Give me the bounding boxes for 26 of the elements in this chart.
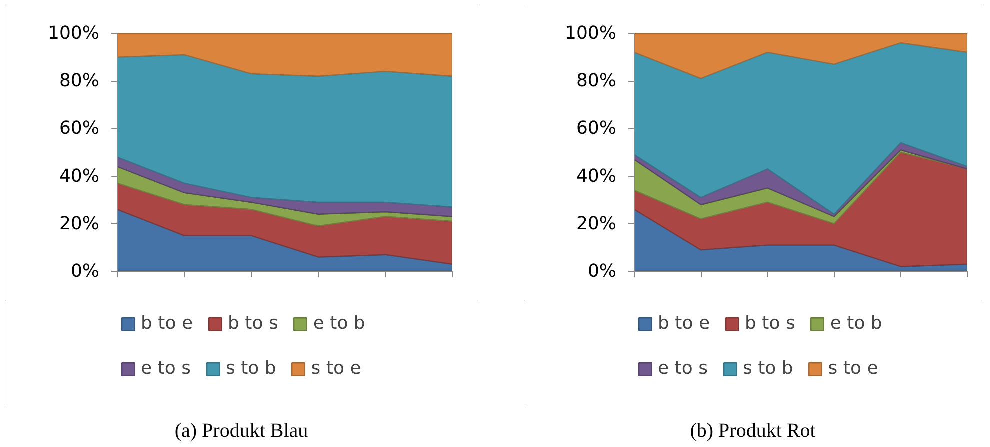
legend-label: e to b bbox=[313, 313, 366, 334]
y-tick-label: 80% bbox=[576, 70, 617, 92]
y-tick-label: 0% bbox=[588, 261, 617, 282]
y-tick-label: 20% bbox=[576, 213, 617, 234]
y-tick-label: 60% bbox=[576, 118, 617, 140]
y-tick-label: 40% bbox=[576, 166, 617, 187]
legend-label: b to s bbox=[745, 313, 796, 334]
legend-label: s to b bbox=[742, 358, 794, 379]
y-tick-label: 60% bbox=[59, 118, 100, 140]
legend-label: b to s bbox=[228, 313, 278, 334]
legend-label: s to b bbox=[226, 358, 276, 379]
y-tick-label: 100% bbox=[565, 23, 617, 44]
y-tick-label: 80% bbox=[59, 70, 100, 92]
legend-label: s to e bbox=[828, 358, 878, 379]
legend-label: b to e bbox=[658, 313, 710, 334]
legend-label: e to s bbox=[658, 358, 708, 379]
y-tick-label: 100% bbox=[48, 23, 100, 44]
y-tick-label: 20% bbox=[59, 213, 100, 234]
legend-label: e to b bbox=[830, 313, 882, 334]
legend-label: e to s bbox=[141, 358, 191, 379]
legend-label: s to e bbox=[311, 358, 362, 379]
y-tick-label: 0% bbox=[70, 261, 100, 282]
legend-label: b to e bbox=[141, 313, 194, 334]
y-tick-label: 40% bbox=[59, 166, 100, 187]
text: (b) Produkt Rot bbox=[690, 419, 816, 444]
text: (a) Produkt Blau bbox=[174, 419, 308, 444]
